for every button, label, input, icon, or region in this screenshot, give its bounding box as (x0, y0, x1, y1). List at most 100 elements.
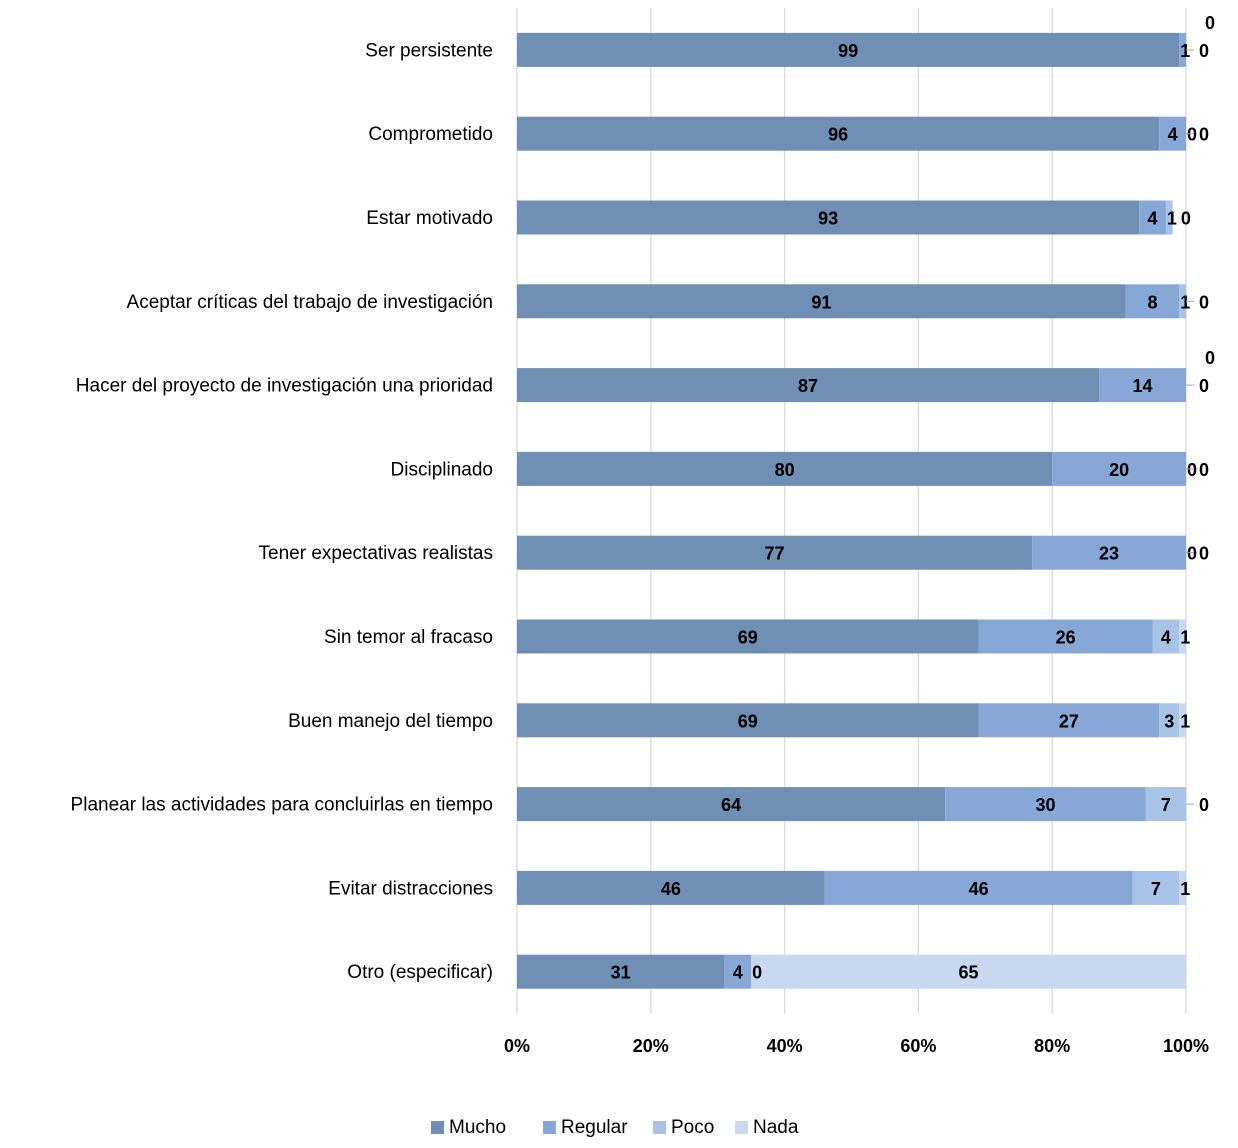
category-label: Comprometido (368, 124, 493, 145)
data-label: 0 (1199, 41, 1209, 61)
category-label: Disciplinado (391, 459, 493, 480)
data-label: 0 (1199, 460, 1209, 480)
bar-segment-poco (1159, 703, 1180, 738)
bar-segment-mucho (517, 32, 1180, 67)
bar-segment-regular (978, 703, 1160, 738)
bar-segment-regular (1139, 200, 1166, 235)
data-label: 69 (738, 628, 758, 648)
legend-swatch (543, 1121, 556, 1134)
data-label: 8 (1148, 292, 1158, 312)
data-label: 69 (738, 711, 758, 731)
data-label: 4 (1148, 209, 1158, 229)
bar-segment-poco (1179, 284, 1186, 319)
data-label: 4 (733, 963, 743, 983)
data-label: 46 (969, 879, 989, 899)
data-label: 96 (828, 125, 848, 145)
data-label: 0 (1199, 125, 1209, 145)
bar-segment-mucho (517, 116, 1160, 151)
data-label: 3 (1164, 711, 1174, 731)
bar-segment-poco (1145, 787, 1186, 822)
data-label: 0 (1205, 13, 1215, 33)
bar-segment-regular (724, 954, 752, 989)
data-label: 80 (775, 460, 795, 480)
legend-swatch (735, 1121, 748, 1134)
bar-segment-regular (978, 619, 1153, 654)
data-label: 14 (1132, 376, 1152, 396)
data-label: 0 (1205, 348, 1215, 368)
data-label: 26 (1056, 628, 1076, 648)
bar-segment-mucho (517, 200, 1140, 235)
data-label: 0 (1199, 795, 1209, 815)
bar-segment-regular (1099, 368, 1186, 403)
bar-segment-mucho (517, 535, 1033, 570)
bar-segment-regular (1125, 284, 1180, 319)
bar-segment-nada (751, 954, 1186, 989)
bar-segment-regular (1179, 32, 1186, 67)
legend-item-regular: Regular (543, 1117, 628, 1138)
gridlines (516, 8, 1187, 1014)
data-label: 30 (1035, 795, 1055, 815)
data-label: 1 (1180, 879, 1190, 899)
legend-label: Poco (671, 1117, 714, 1138)
data-label: 7 (1151, 879, 1161, 899)
data-label: 1 (1180, 628, 1190, 648)
legend-label: Regular (561, 1117, 628, 1138)
bar-segment-regular (1052, 451, 1186, 486)
bar-segment-nada (1179, 619, 1186, 654)
bar-segment-mucho (517, 787, 946, 822)
data-label: 64 (721, 795, 741, 815)
bars (517, 32, 1186, 989)
category-label: Sin temor al fracaso (324, 627, 493, 648)
data-label: 93 (818, 209, 838, 229)
x-tick-label: 40% (767, 1036, 803, 1056)
bar-segment-regular (824, 870, 1133, 905)
legend-item-mucho: Mucho (431, 1117, 506, 1138)
bar-segment-regular (1032, 535, 1186, 570)
bar-segment-regular (1159, 116, 1186, 151)
bar-segment-poco (1132, 870, 1180, 905)
x-tick-label: 100% (1163, 1036, 1209, 1056)
legend-item-nada: Nada (735, 1117, 799, 1138)
data-label: 1 (1180, 292, 1190, 312)
category-labels: Ser persistente Comprometido Estar motivad… (71, 40, 493, 983)
data-label: 0 (1199, 544, 1209, 564)
data-label: 0 (752, 963, 762, 983)
category-label: Aceptar críticas del trabajo de investig… (127, 292, 493, 313)
bar-segment-poco (1165, 200, 1173, 235)
x-tick-label: 80% (1034, 1036, 1070, 1056)
data-label: 0 (1199, 292, 1209, 312)
category-label: Hacer del proyecto de investigación una … (76, 376, 493, 397)
data-label: 46 (661, 879, 681, 899)
category-label: Tener expectativas realistas (259, 543, 493, 564)
bar-segment-mucho (517, 284, 1126, 319)
bar-segment-nada (1179, 870, 1186, 905)
bar-segment-mucho (517, 703, 979, 738)
legend-swatch (653, 1121, 666, 1134)
bar-segment-mucho (517, 451, 1053, 486)
category-label: Ser persistente (365, 40, 493, 61)
data-label: 4 (1161, 628, 1171, 648)
category-label: Buen manejo del tiempo (288, 711, 493, 732)
data-label: 1 (1167, 209, 1177, 229)
legend: Mucho Regular Poco Nada (431, 1117, 799, 1138)
data-label: 27 (1059, 711, 1079, 731)
bar-segment-mucho (517, 368, 1100, 403)
data-label: 20 (1109, 460, 1129, 480)
data-label: 0 (1181, 209, 1191, 229)
data-label: 1 (1180, 711, 1190, 731)
bar-segment-regular (945, 787, 1146, 822)
data-label: 1 (1180, 41, 1190, 61)
legend-label: Nada (753, 1117, 799, 1138)
bar-segment-mucho (517, 954, 725, 989)
data-label: 0 (1187, 460, 1197, 480)
x-tick-label: 20% (633, 1036, 669, 1056)
category-label: Planear las actividades para concluirlas… (71, 795, 493, 816)
legend-item-poco: Poco (653, 1117, 714, 1138)
data-label: 0 (1187, 544, 1197, 564)
x-axis-ticks: 0% 20% 40% 60% 80% 100% (504, 1036, 1209, 1056)
category-label: Evitar distracciones (328, 878, 493, 899)
data-label: 87 (798, 376, 818, 396)
x-tick-label: 0% (504, 1036, 530, 1056)
